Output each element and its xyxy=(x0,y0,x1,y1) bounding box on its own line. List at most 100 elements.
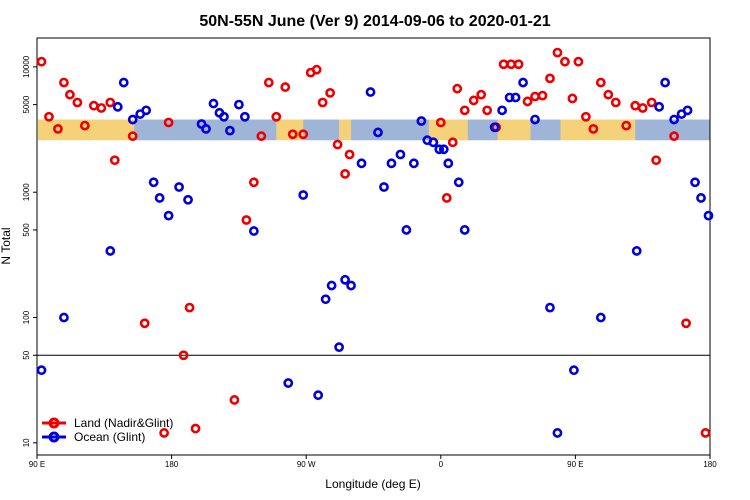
point-ocean xyxy=(660,77,671,88)
point-ocean xyxy=(408,158,419,169)
point-ocean xyxy=(112,101,123,112)
x-tick-label: 90 E xyxy=(567,460,583,469)
point-ocean xyxy=(401,225,412,235)
point-ocean xyxy=(595,312,606,323)
legend-ocean-marker xyxy=(48,431,60,443)
map-band-ocean-1 xyxy=(303,119,340,141)
point-ocean xyxy=(208,98,219,109)
point-ocean xyxy=(434,144,445,155)
point-ocean xyxy=(298,190,309,200)
point-ocean xyxy=(690,177,700,188)
map-band-ocean-3 xyxy=(467,119,498,141)
y-axis: 10 50 100 500 1000 5000 10000 xyxy=(22,55,37,447)
point-land xyxy=(700,428,711,438)
point-land xyxy=(298,129,309,140)
point-land xyxy=(603,89,614,100)
point-ocean xyxy=(118,77,129,88)
legend-land-marker xyxy=(48,417,60,429)
data-points xyxy=(36,47,714,438)
point-land xyxy=(36,56,47,67)
point-land xyxy=(280,82,291,92)
map-band-ocean-2 xyxy=(351,119,429,141)
point-land xyxy=(53,123,63,134)
point-land xyxy=(184,302,195,313)
point-land xyxy=(637,103,648,113)
point-land xyxy=(530,91,540,102)
point-land xyxy=(506,59,516,70)
point-ocean xyxy=(340,274,350,285)
map-band-ocean-4 xyxy=(530,119,561,141)
point-ocean xyxy=(239,111,250,122)
point-land xyxy=(271,111,282,122)
point-ocean xyxy=(386,158,397,169)
point-ocean xyxy=(428,137,439,148)
point-ocean xyxy=(201,123,211,134)
point-ocean xyxy=(59,312,69,323)
point-ocean xyxy=(334,342,345,353)
point-ocean xyxy=(154,193,165,203)
point-ocean xyxy=(654,101,665,112)
plot-frame xyxy=(36,37,711,456)
point-land xyxy=(325,87,336,98)
point-ocean xyxy=(225,125,235,136)
point-ocean xyxy=(416,116,427,126)
x-axis-label: Longitude (deg E) xyxy=(325,477,420,491)
point-land xyxy=(552,47,563,58)
point-land xyxy=(311,64,322,75)
point-ocean xyxy=(313,390,324,401)
legend-land-label: Land (Nadir&Glint) xyxy=(74,416,173,430)
point-land xyxy=(263,77,274,88)
point-land xyxy=(79,120,90,131)
y-tick-label: 50 xyxy=(22,350,31,359)
point-ocean xyxy=(682,105,693,116)
y-tick-label: 10 xyxy=(22,438,31,447)
point-land xyxy=(610,97,621,108)
point-ocean xyxy=(346,280,356,291)
point-ocean xyxy=(497,105,508,116)
point-ocean xyxy=(320,294,331,305)
point-land xyxy=(159,428,170,438)
y-tick-label: 10000 xyxy=(22,55,31,78)
point-ocean xyxy=(530,114,540,125)
point-ocean xyxy=(453,177,464,188)
y-axis-label: N Total xyxy=(0,227,13,264)
point-land xyxy=(332,139,343,150)
point-land xyxy=(630,100,641,111)
point-land xyxy=(163,117,174,128)
point-land xyxy=(482,105,493,116)
point-land xyxy=(459,105,470,116)
point-land xyxy=(651,155,662,166)
point-ocean xyxy=(545,302,555,313)
y-tick-label: 5000 xyxy=(22,95,31,113)
point-ocean xyxy=(148,177,159,188)
point-ocean xyxy=(510,92,521,103)
point-land xyxy=(621,120,632,131)
point-land xyxy=(127,131,138,142)
point-ocean xyxy=(373,127,383,138)
point-ocean xyxy=(365,87,376,97)
x-tick-label: 0 xyxy=(439,460,444,469)
point-ocean xyxy=(127,114,138,125)
y-tick-label: 1000 xyxy=(22,183,31,201)
point-ocean xyxy=(489,122,500,133)
point-land xyxy=(344,149,355,160)
point-land xyxy=(256,131,267,142)
point-land xyxy=(452,83,463,94)
point-ocean xyxy=(36,365,47,376)
point-land xyxy=(88,100,99,111)
point-land xyxy=(105,97,116,108)
point-ocean xyxy=(283,378,294,388)
point-ocean xyxy=(248,226,259,236)
point-land xyxy=(287,129,298,140)
point-land xyxy=(567,93,578,104)
point-land xyxy=(545,73,555,84)
point-land xyxy=(190,423,201,434)
y-tick-label: 100 xyxy=(22,310,31,324)
point-land xyxy=(65,89,75,100)
point-ocean xyxy=(518,77,528,88)
point-land xyxy=(109,155,120,166)
point-land xyxy=(317,97,328,108)
x-axis: 90 E 180 90 W 0 90 E 180 xyxy=(29,455,717,469)
point-land xyxy=(681,318,691,329)
point-land xyxy=(468,95,479,106)
